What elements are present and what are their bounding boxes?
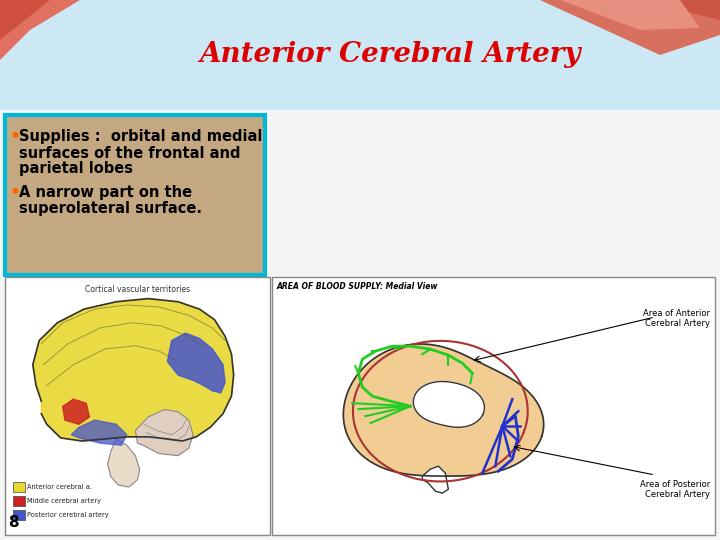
- Polygon shape: [0, 0, 80, 60]
- Polygon shape: [560, 0, 700, 30]
- Bar: [272, 277, 715, 535]
- Text: 8: 8: [8, 515, 19, 530]
- Text: parietal lobes: parietal lobes: [19, 161, 133, 177]
- Text: superolateral surface.: superolateral surface.: [19, 201, 202, 217]
- Polygon shape: [540, 0, 720, 55]
- Text: •: •: [10, 184, 21, 202]
- Polygon shape: [71, 420, 127, 445]
- Polygon shape: [343, 344, 544, 476]
- Bar: [5, 115, 265, 275]
- Bar: [0, 0, 720, 110]
- Polygon shape: [413, 382, 485, 427]
- Text: Area of Anterior
Cerebral Artery: Area of Anterior Cerebral Artery: [643, 309, 710, 328]
- Polygon shape: [640, 0, 720, 20]
- Bar: [13, 510, 25, 520]
- Bar: [0, 110, 720, 540]
- Polygon shape: [168, 333, 225, 393]
- Polygon shape: [423, 466, 449, 493]
- Text: Posterior cerebral artery: Posterior cerebral artery: [27, 512, 109, 518]
- Text: A narrow part on the: A narrow part on the: [19, 186, 192, 200]
- Polygon shape: [135, 410, 193, 456]
- Polygon shape: [0, 0, 50, 40]
- Text: Anterior Cerebral Artery: Anterior Cerebral Artery: [199, 42, 581, 69]
- Text: AREA OF BLOOD SUPPLY: Medial View: AREA OF BLOOD SUPPLY: Medial View: [277, 282, 438, 291]
- Bar: [5, 277, 270, 535]
- Bar: [13, 482, 25, 492]
- Text: Supplies :  orbital and medial: Supplies : orbital and medial: [19, 130, 262, 145]
- Text: surfaces of the frontal and: surfaces of the frontal and: [19, 145, 240, 160]
- Text: •: •: [10, 128, 21, 146]
- Text: Cortical vascular territories: Cortical vascular territories: [85, 285, 190, 294]
- Polygon shape: [63, 399, 89, 424]
- Polygon shape: [33, 299, 233, 441]
- Bar: [13, 496, 25, 506]
- Text: Anterior cerebral a.: Anterior cerebral a.: [27, 484, 92, 490]
- Text: Middle cerebral artery: Middle cerebral artery: [27, 498, 101, 504]
- Text: Area of Posterior
Cerebral Artery: Area of Posterior Cerebral Artery: [640, 480, 710, 500]
- Polygon shape: [107, 439, 140, 487]
